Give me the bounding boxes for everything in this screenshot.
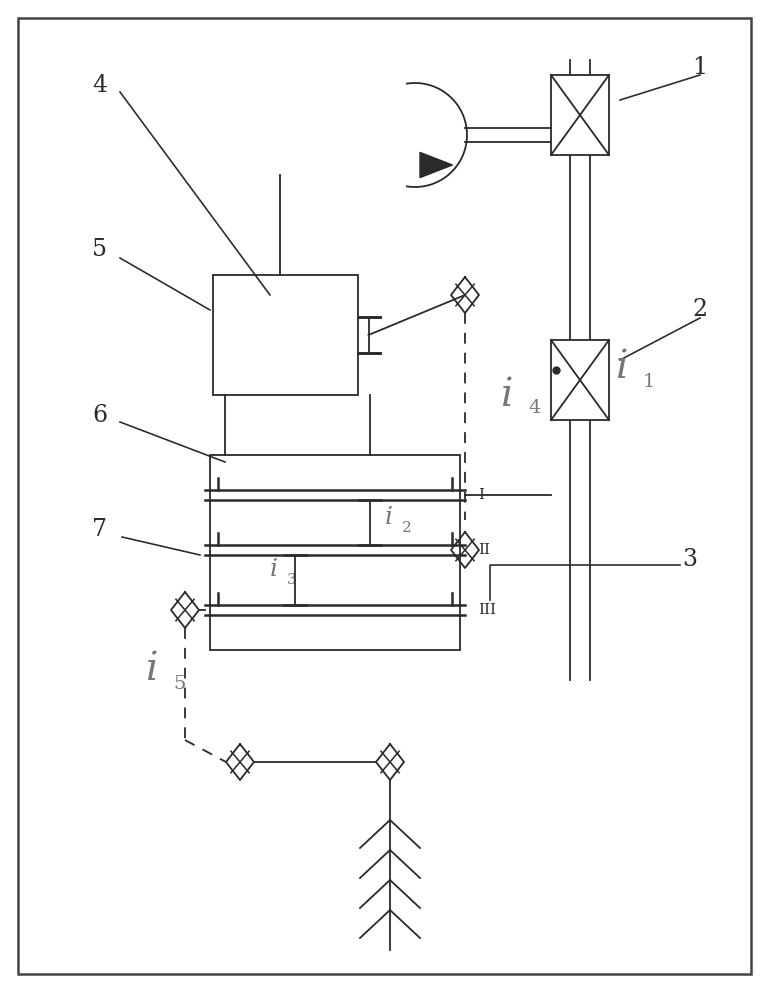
Text: i: i bbox=[145, 652, 158, 688]
Text: II: II bbox=[478, 543, 490, 557]
Text: 3: 3 bbox=[683, 549, 697, 571]
Text: 5: 5 bbox=[173, 675, 185, 693]
Text: i: i bbox=[270, 558, 278, 581]
Text: 7: 7 bbox=[92, 519, 108, 542]
Text: i: i bbox=[385, 507, 393, 530]
Text: 4: 4 bbox=[92, 73, 108, 96]
Bar bbox=[212, 275, 358, 395]
Text: 5: 5 bbox=[92, 238, 108, 262]
Text: 4: 4 bbox=[528, 399, 541, 417]
Bar bbox=[551, 75, 609, 155]
Text: 6: 6 bbox=[92, 404, 108, 427]
Bar bbox=[551, 340, 609, 420]
Text: 2: 2 bbox=[692, 299, 707, 321]
Text: i: i bbox=[500, 377, 512, 414]
Text: 1: 1 bbox=[643, 373, 655, 391]
Polygon shape bbox=[420, 153, 452, 178]
Text: 2: 2 bbox=[402, 521, 411, 535]
Text: I: I bbox=[478, 488, 484, 502]
Text: i: i bbox=[615, 349, 628, 387]
Text: III: III bbox=[478, 603, 496, 617]
Text: 3: 3 bbox=[287, 573, 297, 587]
Bar bbox=[210, 455, 460, 650]
Text: 1: 1 bbox=[692, 57, 707, 79]
